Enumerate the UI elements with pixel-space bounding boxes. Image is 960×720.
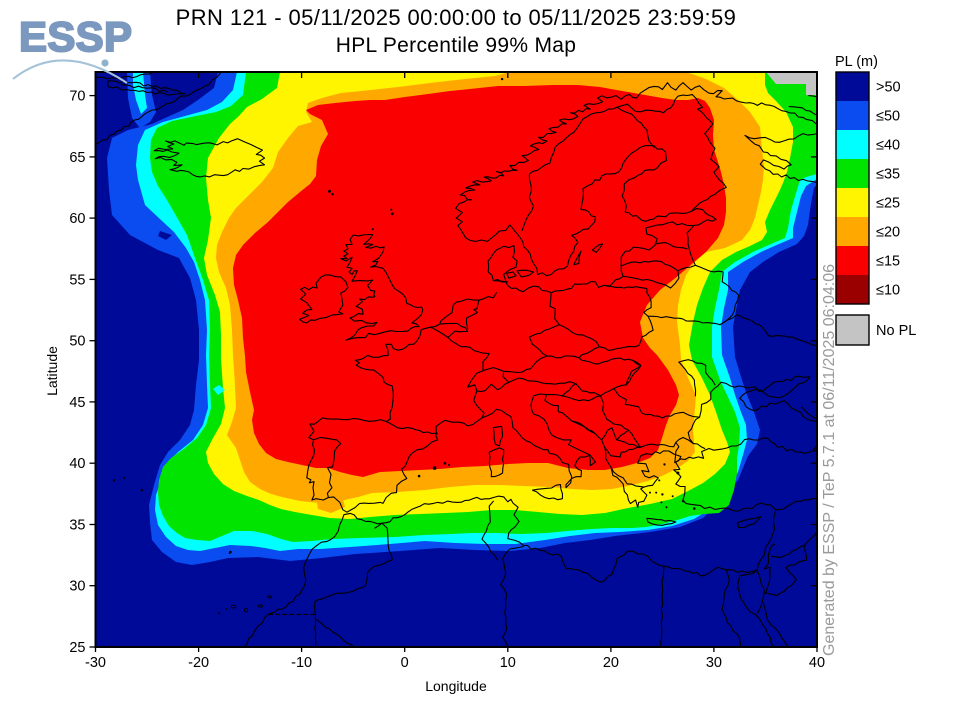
- svg-text:Longitude: Longitude: [425, 678, 487, 694]
- svg-text:>50: >50: [876, 80, 901, 96]
- svg-text:≤25: ≤25: [876, 196, 900, 212]
- svg-text:-20: -20: [188, 655, 209, 671]
- svg-text:40: 40: [69, 456, 85, 472]
- svg-text:≤10: ≤10: [876, 283, 900, 299]
- svg-text:No PL: No PL: [876, 323, 916, 339]
- svg-text:HPL Percentile 99% Map: HPL Percentile 99% Map: [336, 34, 576, 57]
- svg-text:Generated by ESSP / TeP 5.7.1: Generated by ESSP / TeP 5.7.1 at 06/11/2…: [821, 264, 838, 656]
- svg-text:≤15: ≤15: [876, 254, 900, 270]
- svg-text:≤20: ≤20: [876, 225, 900, 241]
- svg-text:70: 70: [69, 89, 85, 105]
- svg-text:25: 25: [69, 640, 85, 656]
- svg-text:Latitude: Latitude: [44, 346, 60, 396]
- svg-text:≤40: ≤40: [876, 138, 900, 154]
- svg-text:40: 40: [809, 655, 825, 671]
- svg-text:60: 60: [69, 211, 85, 227]
- svg-text:20: 20: [603, 655, 619, 671]
- svg-text:≤35: ≤35: [876, 167, 900, 183]
- svg-text:ESSP: ESSP: [19, 13, 132, 60]
- svg-text:10: 10: [500, 655, 516, 671]
- svg-text:55: 55: [69, 272, 85, 288]
- svg-text:≤50: ≤50: [876, 109, 900, 125]
- svg-text:50: 50: [69, 334, 85, 350]
- svg-text:30: 30: [69, 579, 85, 595]
- svg-text:0: 0: [401, 655, 409, 671]
- svg-text:45: 45: [69, 395, 85, 411]
- svg-text:-30: -30: [85, 655, 106, 671]
- svg-text:30: 30: [706, 655, 722, 671]
- svg-text:-10: -10: [291, 655, 312, 671]
- svg-text:PRN 121 - 05/11/2025 00:00:00: PRN 121 - 05/11/2025 00:00:00 to 05/11/2…: [176, 5, 737, 30]
- svg-text:PL (m): PL (m): [835, 54, 878, 70]
- svg-text:35: 35: [69, 518, 85, 534]
- svg-text:65: 65: [69, 150, 85, 166]
